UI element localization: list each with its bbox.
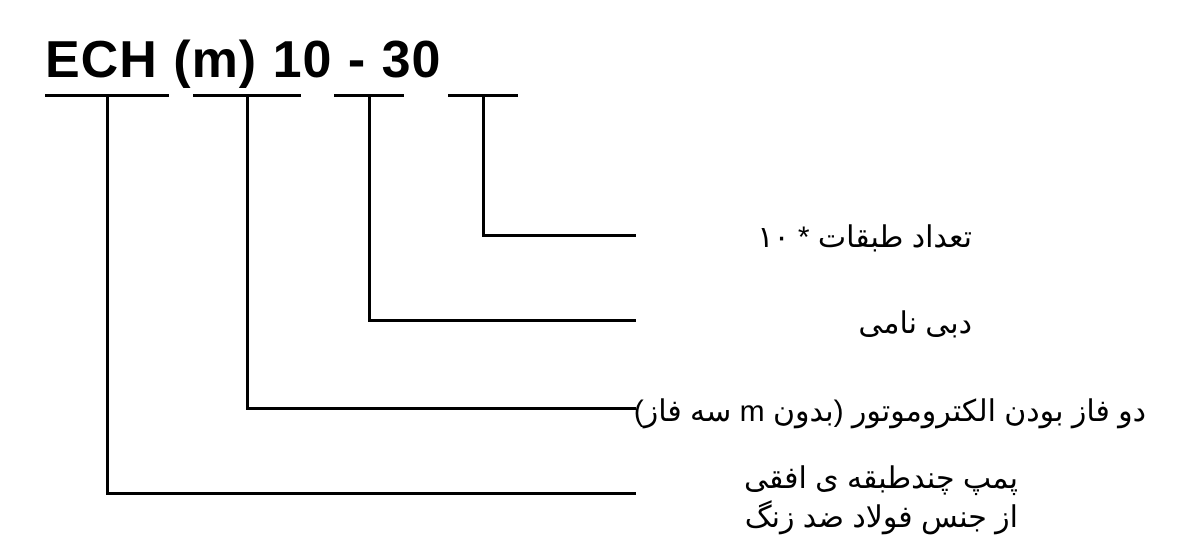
label-1: دبی نامی — [858, 304, 972, 343]
segment-30: 30 — [382, 30, 442, 90]
gap — [158, 31, 173, 89]
hline-1 — [246, 407, 636, 410]
label-3: پمپ چندطبقه ی افقیاز جنس فولاد ضد زنگ — [744, 459, 1018, 537]
hline-2 — [368, 319, 636, 322]
vline-1 — [246, 97, 249, 410]
label-2: دو فاز بودن الکتروموتور (بدون m سه فاز) — [634, 392, 1146, 431]
label-0: تعداد طبقات * ۱۰ — [757, 218, 972, 257]
gap — [257, 31, 272, 89]
hline-0 — [106, 492, 636, 495]
separator: - — [332, 31, 381, 89]
segment-10: 10 — [273, 30, 333, 90]
vline-0 — [106, 97, 109, 495]
vline-2 — [368, 97, 371, 322]
hline-3 — [482, 234, 636, 237]
vline-3 — [482, 97, 485, 237]
model-code: ECH (m) 10 - 30 — [45, 30, 441, 90]
segment-m: (m) — [173, 30, 257, 90]
segment-ech: ECH — [45, 30, 158, 90]
